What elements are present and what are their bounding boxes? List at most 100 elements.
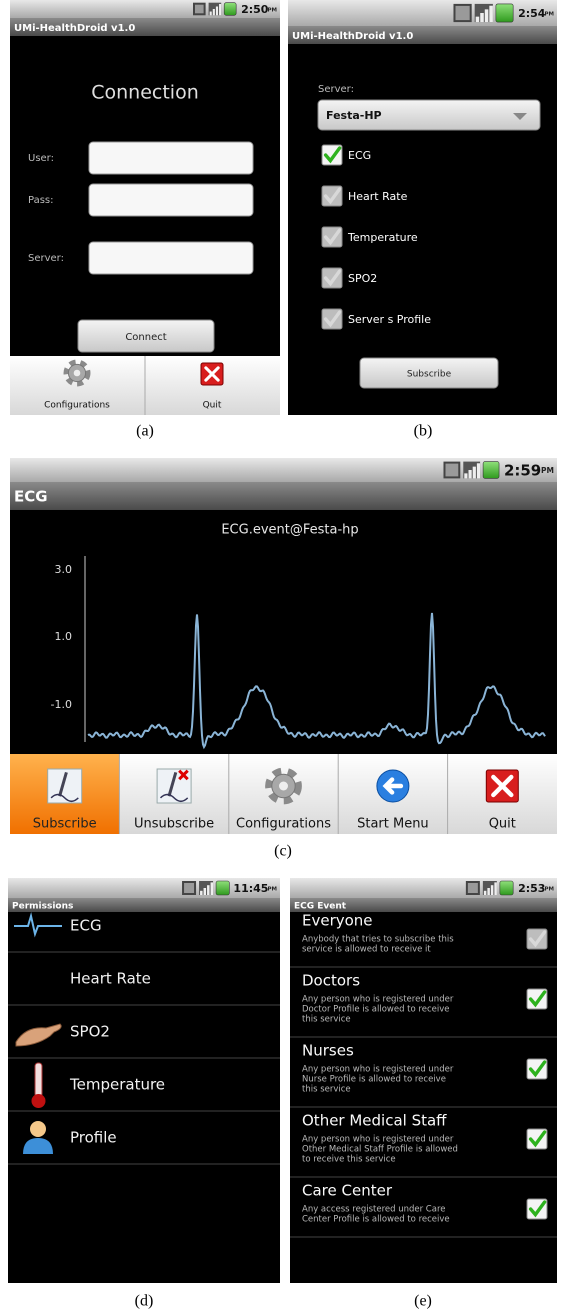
permission-description: Nurse Profile is allowed to receive [302, 1075, 446, 1085]
menu-label: Quit [489, 817, 516, 832]
status-ampm: PM [544, 12, 554, 18]
menu-bar: Configurations Quit [10, 356, 280, 415]
gear-hole [279, 782, 288, 791]
field-label: Server: [28, 253, 64, 264]
signal-bar [211, 882, 214, 895]
screen-title: Permissions [12, 902, 73, 912]
signal-bar [210, 12, 212, 16]
server-label: Server: [318, 84, 354, 95]
y-axis-label: 1.0 [55, 630, 73, 643]
field-label: Pass: [28, 195, 54, 206]
menu-label: Unsubscribe [134, 817, 214, 832]
status-bar-bg [288, 0, 557, 26]
menu-label: Quit [203, 401, 222, 411]
signal-bar [489, 6, 493, 22]
battery-icon [216, 881, 229, 895]
menu-label: Configurations [44, 401, 110, 411]
signal-bar [476, 17, 480, 22]
menu-bar: Subscribe Unsubscribe Configurations Start … [10, 754, 557, 834]
permission-description: to receive this service [302, 1155, 396, 1165]
signal-bar [477, 463, 480, 478]
title-bar: Permissions [8, 898, 280, 912]
permission-title: Care Center [302, 1182, 393, 1200]
screen-title: UMi-HealthDroid v1.0 [14, 23, 135, 34]
battery-icon [224, 3, 236, 16]
menu-label: Subscribe [33, 817, 97, 832]
server-dropdown[interactable]: Festa-HP [318, 100, 540, 130]
status-bar-bg [290, 878, 557, 898]
screen-c: Subscribe Unsubscribe Configurations Start … [10, 458, 557, 834]
option-label: Temperature [347, 231, 418, 244]
checkbox[interactable] [527, 989, 547, 1009]
caption: (d) [135, 1293, 154, 1310]
checkbox[interactable] [527, 1129, 547, 1149]
caption: (a) [136, 423, 154, 440]
profile-head [30, 1121, 46, 1137]
status-time: 11:45 [233, 882, 268, 895]
menu-label: Start Menu [357, 817, 429, 832]
permission-title: Nurses [302, 1042, 354, 1060]
permission-description: Doctor Profile is allowed to receive [302, 1005, 449, 1015]
signal-bar [484, 891, 487, 895]
battery-icon [483, 462, 499, 479]
permission-description: service is allowed to receive it [302, 945, 431, 955]
status-ampm: PM [267, 887, 277, 893]
status-time: 2:50 [241, 3, 269, 16]
permission-description: Any person who is registered under [302, 995, 454, 1005]
thermometer-bulb [32, 1094, 46, 1108]
signal-bar [207, 885, 210, 895]
signal-bar [491, 885, 494, 895]
checkbox[interactable] [322, 268, 342, 288]
signal-bar [468, 470, 471, 478]
screen-title: ECG [14, 488, 48, 506]
menu-item[interactable]: Subscribe [10, 754, 119, 834]
menu-label: Configurations [236, 817, 331, 832]
option-label: SPO2 [348, 272, 377, 285]
heading: Connection [91, 82, 199, 104]
network-icon-inner [195, 5, 204, 14]
status-bar: PM11:45 [8, 878, 280, 898]
button-label: Subscribe [407, 370, 452, 380]
permission-description: Any person who is registered under [302, 1135, 454, 1145]
text-input[interactable] [89, 142, 253, 174]
checkbox[interactable] [527, 1059, 547, 1079]
text-input[interactable] [89, 184, 253, 216]
figure: PM2:50UMi-HealthDroid v1.0ConnectionUser… [0, 0, 567, 1315]
button[interactable]: Subscribe [360, 358, 498, 388]
caption: (b) [414, 423, 433, 440]
network-icon-inner [468, 883, 478, 893]
signal-bar [464, 473, 467, 478]
list-label: Heart Rate [70, 970, 151, 988]
checkbox[interactable] [322, 227, 342, 247]
signal-bar [213, 9, 215, 15]
checkbox[interactable] [322, 186, 342, 206]
signal-bar [487, 888, 490, 895]
title-bar: ECG Event [290, 898, 557, 912]
permission-description: Center Profile is allowed to receive [302, 1215, 450, 1225]
permission-title: Everyone [302, 912, 373, 930]
checkbox[interactable] [322, 145, 342, 165]
signal-bar [204, 888, 207, 895]
status-time: 2:54 [518, 7, 546, 20]
signal-bar [485, 9, 489, 22]
status-bar: PM2:54 [288, 0, 557, 26]
status-bar: PM2:53 [290, 878, 557, 898]
battery-icon [500, 881, 513, 895]
screen-title: UMi-HealthDroid v1.0 [292, 31, 413, 42]
battery-icon [496, 4, 513, 22]
checkbox[interactable] [527, 929, 547, 949]
text-input[interactable] [89, 242, 253, 274]
checkbox[interactable] [527, 1199, 547, 1219]
status-ampm: PM [541, 466, 554, 475]
checkbox[interactable] [322, 309, 342, 329]
title-bar-bg [10, 482, 557, 510]
list-label: SPO2 [70, 1023, 110, 1041]
y-axis-label: -1.0 [51, 698, 72, 711]
status-bar: PM2:59 [10, 458, 557, 482]
list-label: Profile [70, 1129, 117, 1147]
screen-b [288, 0, 557, 415]
option-label: Server s Profile [348, 313, 431, 326]
permission-description: Any access registered under Care [302, 1205, 445, 1215]
button[interactable]: Connect [78, 320, 214, 352]
permission-description: this service [302, 1085, 351, 1095]
